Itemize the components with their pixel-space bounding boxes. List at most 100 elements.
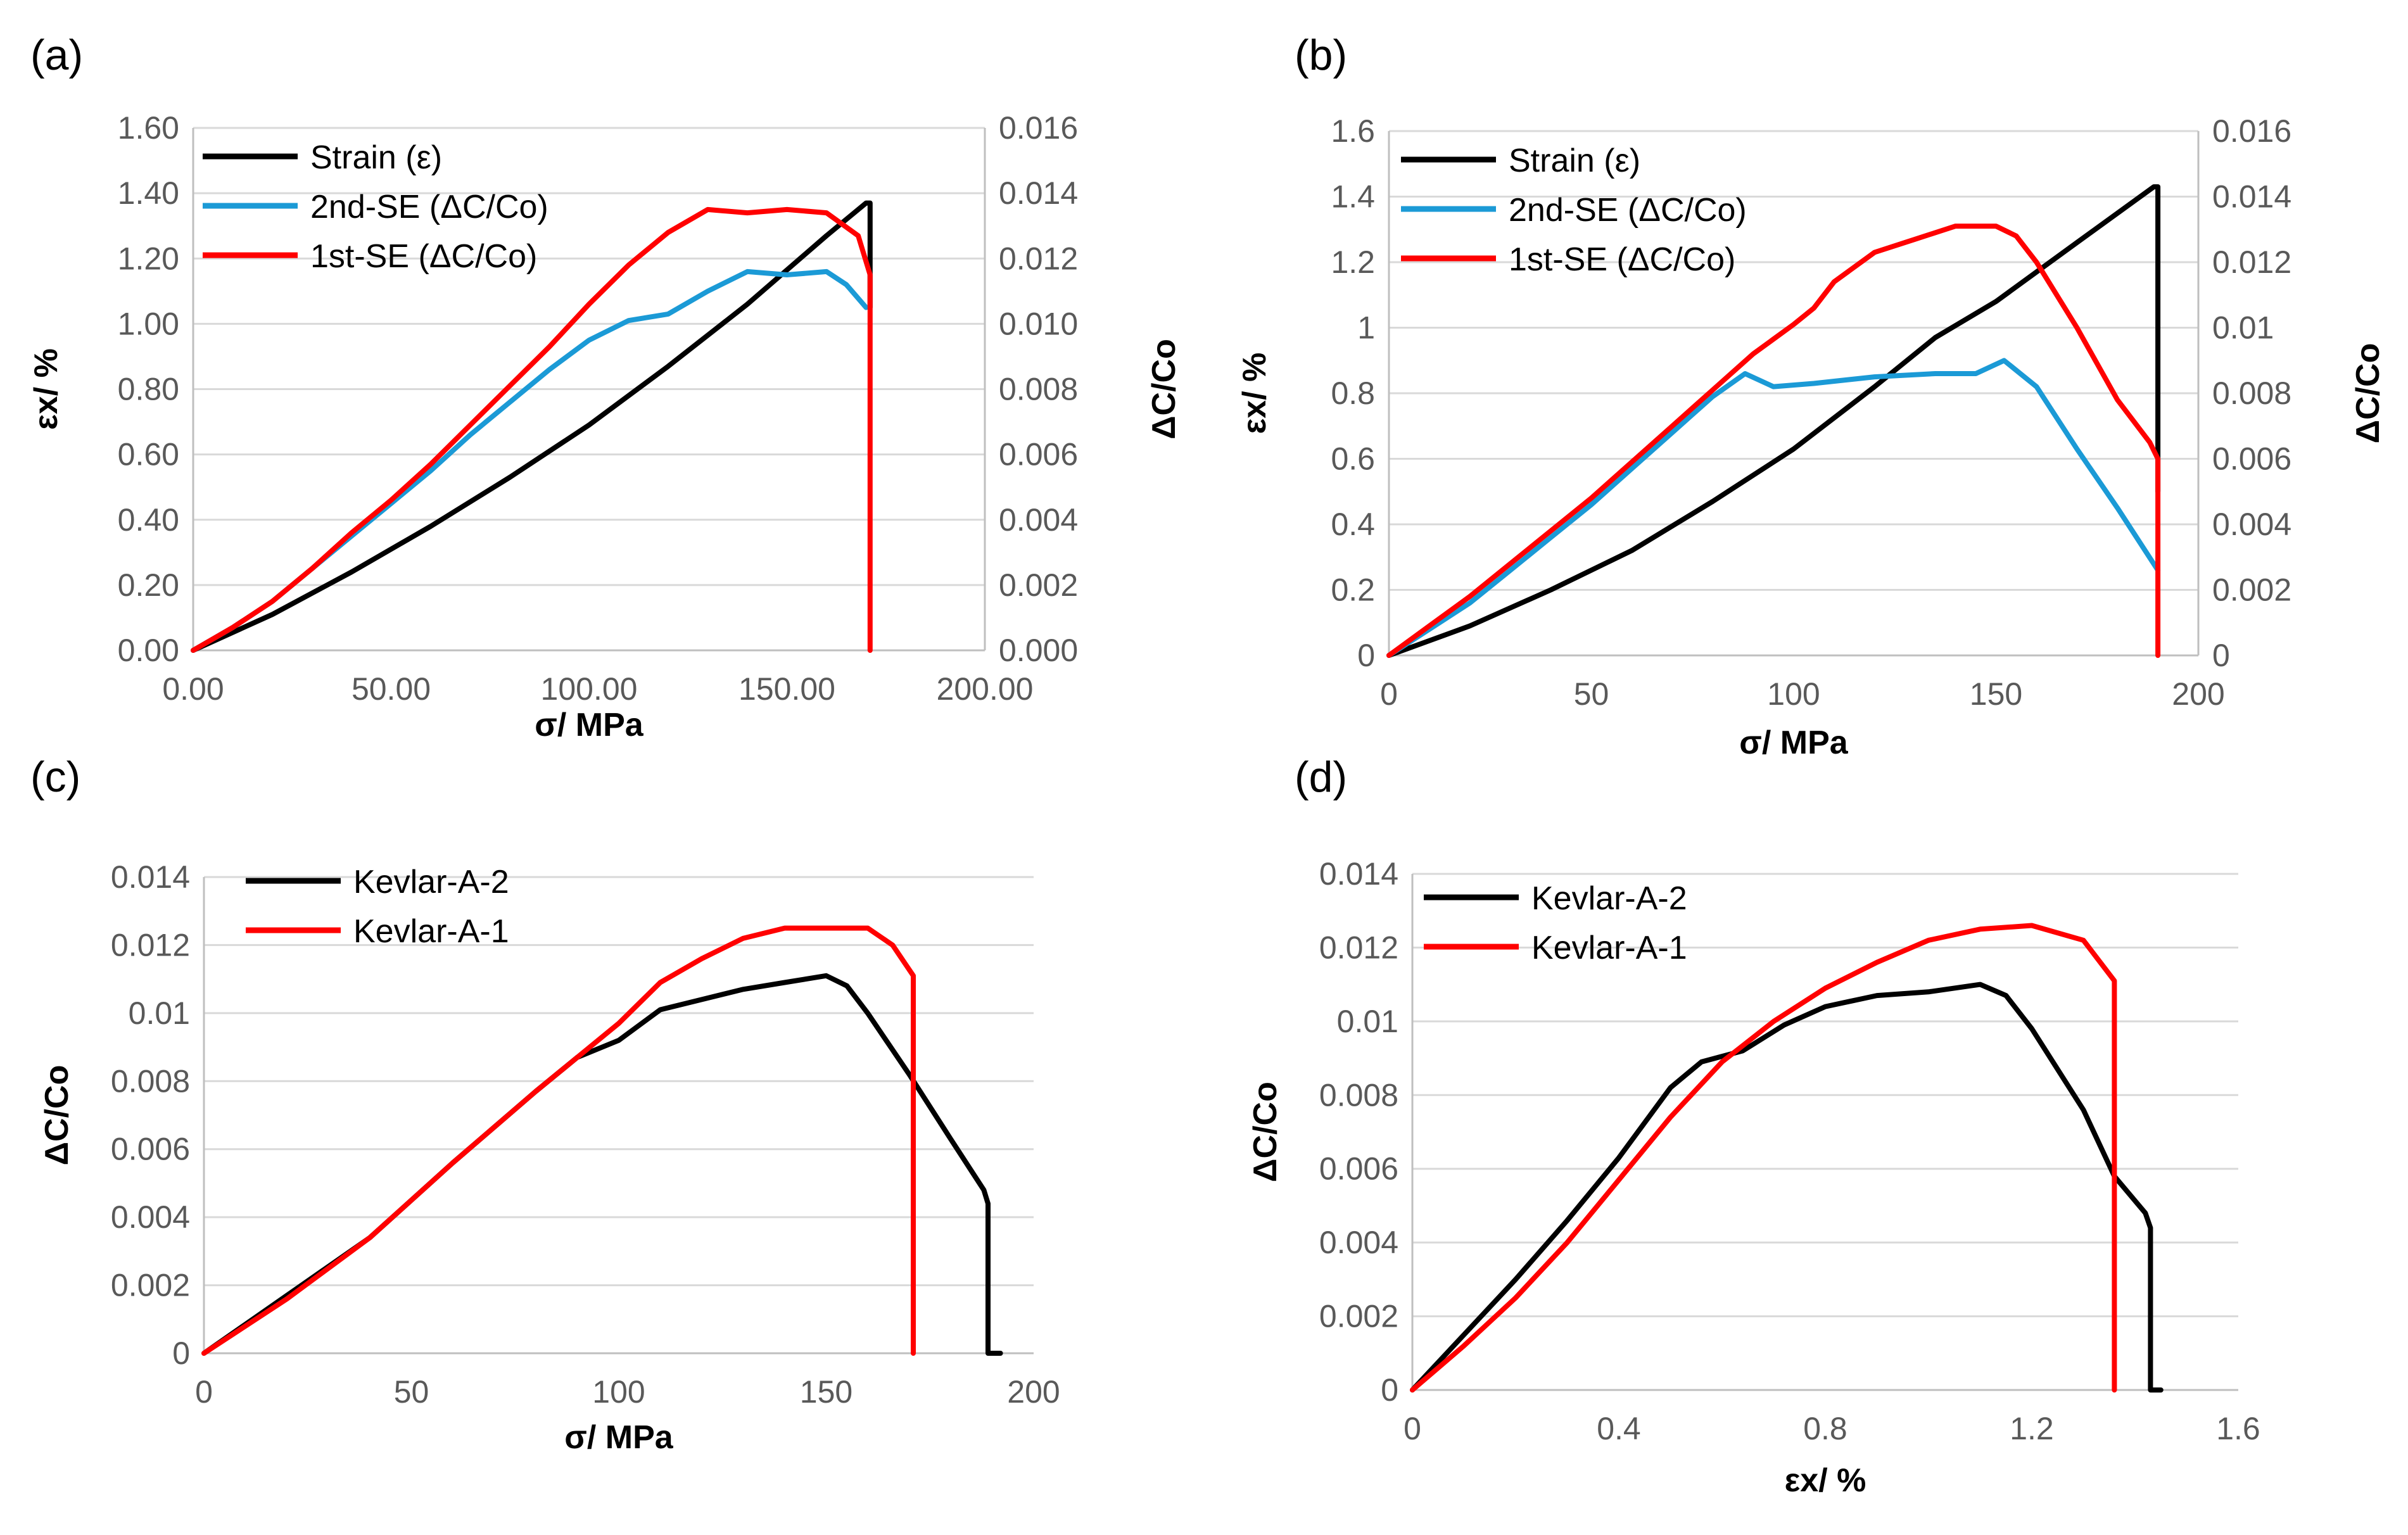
series-line-2nd-se-c-co bbox=[1386, 358, 2161, 658]
series-line-kevlar-a-1 bbox=[1410, 923, 2117, 1393]
y-left-tick-label: 0.4 bbox=[1331, 507, 1375, 542]
y-right-tick-label: 0.008 bbox=[999, 372, 1078, 407]
panel-label: (b) bbox=[1295, 31, 1347, 79]
series-line-kevlar-a-2 bbox=[1410, 982, 2164, 1393]
y-left-tick-label: 0.012 bbox=[111, 927, 190, 963]
y-left-tick-label: 1.40 bbox=[118, 175, 179, 211]
legend-label: Strain (ε) bbox=[310, 139, 442, 176]
y-left-tick-label: 0 bbox=[1357, 638, 1375, 673]
y-left-tick-label: 0 bbox=[1381, 1372, 1398, 1408]
x-tick-label: 0 bbox=[195, 1374, 213, 1410]
x-tick-label: 50 bbox=[1574, 676, 1609, 712]
y-left-tick-label: 0.012 bbox=[1319, 930, 1398, 965]
y-left-tick-label: 0.2 bbox=[1331, 572, 1375, 608]
x-tick-label: 150 bbox=[800, 1374, 852, 1410]
legend-label: Kevlar-A-1 bbox=[1531, 930, 1687, 966]
y-right-axis-title: ΔC/Co bbox=[2350, 343, 2386, 444]
x-axis-title: σ/ MPa bbox=[564, 1419, 673, 1456]
y-left-tick-label: 0.40 bbox=[118, 502, 179, 538]
y-left-tick-label: 0.01 bbox=[129, 995, 190, 1031]
panel-b: (b) 0 0.2 0.4 0.6 0.8 1 1.2 1.4 1.6 0 0.002 0.004 0.0… bbox=[1236, 31, 2386, 761]
x-tick-label: 1.6 bbox=[2216, 1411, 2260, 1446]
y-left-tick-label: 0.8 bbox=[1331, 376, 1375, 411]
y-left-tick-label: 0.80 bbox=[118, 372, 179, 407]
y-right-tick-label: 0.014 bbox=[2212, 179, 2291, 215]
x-tick-label: 150 bbox=[1970, 676, 2022, 712]
x-axis-title: εx/ % bbox=[1785, 1462, 1866, 1499]
y-left-axis-title: ΔC/Co bbox=[1247, 1082, 1284, 1182]
x-tick-label: 0.00 bbox=[162, 671, 224, 707]
y-left-tick-label: 0.00 bbox=[118, 633, 179, 668]
x-tick-label: 0 bbox=[1404, 1411, 1421, 1446]
y-left-tick-label: 0.01 bbox=[1337, 1004, 1398, 1039]
series-line-1st-se-c-co bbox=[191, 206, 873, 653]
y-right-tick-label: 0.014 bbox=[999, 175, 1078, 211]
y-left-tick-label: 0.008 bbox=[111, 1063, 190, 1099]
y-left-tick-label: 0.008 bbox=[1319, 1077, 1398, 1113]
panel-a: (a) 0.00 0.20 0.40 0.60 0.80 1.00 1.20 1.40 1.60 0… bbox=[28, 31, 1182, 743]
x-tick-label: 200.00 bbox=[937, 671, 1034, 707]
y-right-tick-label: 0.006 bbox=[999, 437, 1078, 472]
y-right-tick-label: 0.004 bbox=[2212, 507, 2291, 542]
y-right-tick-label: 0.016 bbox=[999, 110, 1078, 146]
y-left-tick-label: 0 bbox=[172, 1336, 190, 1371]
series-line-strain bbox=[191, 200, 873, 653]
y-right-tick-label: 0.012 bbox=[999, 241, 1078, 276]
x-tick-label: 200 bbox=[2172, 676, 2224, 712]
y-right-axis-title: ΔC/Co bbox=[1146, 339, 1182, 439]
legend-label: 2nd-SE (ΔC/Co) bbox=[310, 189, 548, 225]
y-left-tick-label: 0.014 bbox=[111, 859, 190, 895]
x-tick-label: 100 bbox=[592, 1374, 645, 1410]
y-right-tick-label: 0.010 bbox=[999, 306, 1078, 341]
legend-label: Strain (ε) bbox=[1509, 142, 1640, 179]
y-right-tick-label: 0.006 bbox=[2212, 441, 2291, 477]
y-left-tick-label: 0.004 bbox=[111, 1199, 190, 1235]
y-right-tick-label: 0.002 bbox=[999, 567, 1078, 603]
series-line-kevlar-a-1 bbox=[201, 925, 916, 1356]
y-left-tick-label: 0.006 bbox=[111, 1132, 190, 1167]
series-line-strain bbox=[1386, 184, 2161, 658]
panel-label: (c) bbox=[30, 753, 80, 801]
y-right-tick-label: 0.000 bbox=[999, 633, 1078, 668]
x-tick-label: 100 bbox=[1767, 676, 1820, 712]
y-right-tick-label: 0.01 bbox=[2212, 310, 2274, 346]
x-tick-label: 1.2 bbox=[2010, 1411, 2054, 1446]
x-axis-title: σ/ MPa bbox=[535, 707, 643, 743]
y-left-tick-label: 1.2 bbox=[1331, 244, 1375, 280]
y-left-axis-title: εx/ % bbox=[1236, 353, 1273, 434]
y-left-axis-title: ΔC/Co bbox=[39, 1065, 75, 1166]
x-tick-label: 200 bbox=[1007, 1374, 1060, 1410]
y-left-tick-label: 0.60 bbox=[118, 437, 179, 472]
y-right-tick-label: 0.002 bbox=[2212, 572, 2291, 608]
x-tick-label: 0.4 bbox=[1597, 1411, 1641, 1446]
y-right-tick-label: 0.008 bbox=[2212, 376, 2291, 411]
y-left-tick-label: 1.4 bbox=[1331, 179, 1375, 215]
y-left-tick-label: 1.60 bbox=[118, 110, 179, 146]
y-right-tick-label: 0.004 bbox=[999, 502, 1078, 538]
x-tick-label: 100.00 bbox=[541, 671, 638, 707]
panel-label: (d) bbox=[1295, 753, 1347, 801]
x-tick-label: 50.00 bbox=[352, 671, 431, 707]
y-left-tick-label: 0.20 bbox=[118, 567, 179, 603]
y-left-tick-label: 0.004 bbox=[1319, 1225, 1398, 1260]
y-left-tick-label: 1.6 bbox=[1331, 113, 1375, 149]
y-left-tick-label: 0.006 bbox=[1319, 1151, 1398, 1187]
panel-label: (a) bbox=[30, 31, 83, 79]
legend-label: Kevlar-A-1 bbox=[353, 913, 509, 950]
y-right-tick-label: 0.012 bbox=[2212, 244, 2291, 280]
x-tick-label: 0.8 bbox=[1803, 1411, 1847, 1446]
panel-d: (d) 0 0.002 0.004 0.006 0.008 0.01 0.012 0.014 0 0… bbox=[1247, 753, 2260, 1499]
x-tick-label: 150.00 bbox=[738, 671, 835, 707]
x-axis-title: σ/ MPa bbox=[1739, 724, 1848, 761]
series-line-1st-se-c-co bbox=[1386, 224, 2161, 658]
x-tick-label: 0 bbox=[1380, 676, 1398, 712]
panel-c: (c) 0 0.002 0.004 0.006 0.008 0.01 0.012 0.014 0 5… bbox=[30, 753, 1060, 1456]
y-right-tick-label: 0 bbox=[2212, 638, 2230, 673]
y-left-axis-title: εx/ % bbox=[28, 348, 65, 430]
legend-label: Kevlar-A-2 bbox=[1531, 880, 1687, 917]
legend-label: Kevlar-A-2 bbox=[353, 864, 509, 900]
legend-label: 1st-SE (ΔC/Co) bbox=[310, 238, 537, 275]
legend-label: 1st-SE (ΔC/Co) bbox=[1509, 241, 1735, 278]
y-right-tick-label: 0.016 bbox=[2212, 113, 2291, 149]
